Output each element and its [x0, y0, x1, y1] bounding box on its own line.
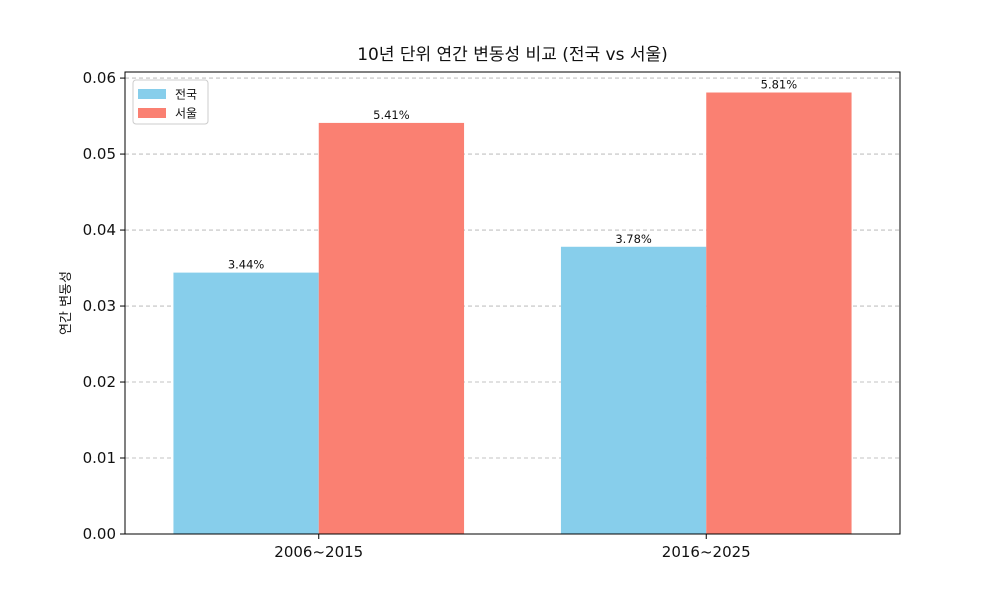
y-tick-label: 0.04 — [83, 221, 116, 239]
chart-title: 10년 단위 연간 변동성 비교 (전국 vs 서울) — [357, 45, 668, 65]
y-tick-label: 0.06 — [83, 69, 116, 87]
bar-value-label: 3.78% — [615, 232, 652, 246]
axes: 0.00 0.01 0.02 0.03 0.04 0.05 0.06 2006~2015 201… — [83, 69, 751, 561]
x-tick-label: 2016~2025 — [662, 543, 751, 561]
y-axis-label: 연간 변동성 — [59, 271, 74, 335]
legend-label: 전국 — [175, 88, 197, 102]
legend-swatch — [138, 89, 166, 99]
bar-national — [560, 246, 707, 535]
y-tick-label: 0.00 — [83, 525, 116, 543]
bar-national — [173, 272, 319, 534]
bar-value-label: 5.41% — [373, 108, 410, 122]
bars — [173, 92, 852, 535]
legend-swatch — [138, 108, 166, 118]
x-tick-label: 2006~2015 — [274, 543, 363, 561]
data-labels: 3.44% 5.41% 3.78% 5.81% — [228, 78, 797, 272]
legend-label: 서울 — [175, 107, 197, 121]
bar-seoul — [706, 92, 852, 534]
y-tick-label: 0.05 — [83, 145, 116, 163]
y-tick-label: 0.02 — [83, 373, 116, 391]
plot-frame — [124, 71, 901, 535]
bar-value-label: 3.44% — [228, 258, 265, 272]
bar-value-label: 5.81% — [761, 78, 798, 92]
y-tick-label: 0.03 — [83, 297, 116, 315]
bar-seoul — [318, 122, 465, 534]
y-tick-label: 0.01 — [83, 449, 116, 467]
